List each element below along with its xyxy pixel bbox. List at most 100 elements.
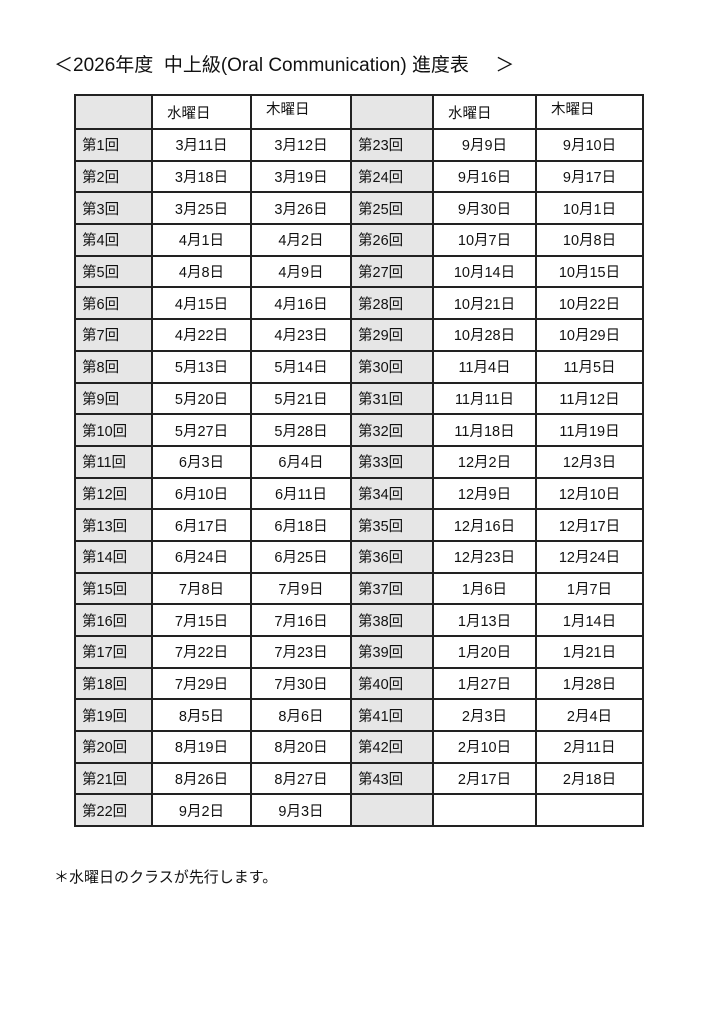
table-row: 第16回 7月15日 7月16日 第38回 1月13日 1月14日 [74,603,644,637]
wednesday-date: 1月13日 [432,603,537,637]
session-label: 第10回 [74,413,153,447]
wednesday-date: 4月1日 [151,223,252,257]
thursday-date: 3月12日 [250,128,352,162]
session-label: 第32回 [350,413,434,447]
thursday-date: 11月5日 [535,349,644,384]
session-label: 第4回 [74,223,153,257]
wednesday-date: 1月20日 [432,635,537,669]
table-row: 第12回 6月10日 6月11日 第34回 12月9日 12月10日 [74,476,644,511]
wednesday-date: 12月2日 [432,444,537,479]
table-row: 第19回 8月5日 8月6日 第41回 2月3日 2月4日 [74,698,644,733]
thursday-date: 3月26日 [250,191,352,226]
wednesday-date: 4月22日 [151,318,252,352]
wednesday-date: 7月8日 [151,571,252,606]
thursday-date: 5月28日 [250,413,352,447]
session-label: 第8回 [74,349,153,384]
wednesday-date: 6月10日 [151,476,252,511]
thursday-date: 10月15日 [535,254,644,289]
wednesday-date: 7月15日 [151,603,252,637]
session-label: 第35回 [350,508,434,542]
thursday-date: 12月10日 [535,476,644,511]
thursday-date: 1月21日 [535,635,644,669]
session-label: 第26回 [350,223,434,257]
wednesday-date: 1月6日 [432,571,537,606]
wednesday-date: 12月9日 [432,476,537,511]
thursday-date: 7月23日 [250,635,352,669]
thursday-date: 10月8日 [535,223,644,257]
wednesday-date: 8月5日 [151,698,252,733]
table-row: 第21回 8月26日 8月27日 第43回 2月17日 2月18日 [74,761,644,796]
thursday-date: 8月6日 [250,698,352,733]
table-row: 第2回 3月18日 3月19日 第24回 9月16日 9月17日 [74,159,644,194]
thursday-date: 12月3日 [535,444,644,479]
thursday-date: 9月3日 [250,793,352,828]
wednesday-date: 3月25日 [151,191,252,226]
session-label: 第19回 [74,698,153,733]
thursday-date [535,793,644,828]
thursday-date: 11月19日 [535,413,644,447]
session-label: 第20回 [74,730,153,764]
wednesday-date: 5月27日 [151,413,252,447]
session-label: 第13回 [74,508,153,542]
session-label: 第31回 [350,381,434,416]
session-label: 第43回 [350,761,434,796]
wednesday-date: 6月24日 [151,539,252,574]
table-row: 第15回 7月8日 7月9日 第37回 1月6日 1月7日 [74,571,644,606]
session-label: 第14回 [74,539,153,574]
wednesday-date: 3月18日 [151,159,252,194]
header-wednesday: 水曜日 [432,94,537,130]
table-row: 第14回 6月24日 6月25日 第36回 12月23日 12月24日 [74,539,644,574]
thursday-date: 2月18日 [535,761,644,796]
wednesday-date: 11月18日 [432,413,537,447]
thursday-date: 8月20日 [250,730,352,764]
session-label: 第11回 [74,444,153,479]
session-label: 第12回 [74,476,153,511]
table-row: 第9回 5月20日 5月21日 第31回 11月11日 11月12日 [74,381,644,416]
thursday-date: 6月11日 [250,476,352,511]
thursday-date: 5月14日 [250,349,352,384]
thursday-date: 12月24日 [535,539,644,574]
thursday-date: 6月4日 [250,444,352,479]
thursday-date: 7月9日 [250,571,352,606]
wednesday-date: 10月21日 [432,286,537,321]
table-row: 第10回 5月27日 5月28日 第32回 11月18日 11月19日 [74,413,644,447]
session-label: 第34回 [350,476,434,511]
table-row: 第1回 3月11日 3月12日 第23回 9月9日 9月10日 [74,128,644,162]
thursday-date: 8月27日 [250,761,352,796]
session-label: 第29回 [350,318,434,352]
session-label: 第7回 [74,318,153,352]
thursday-date: 3月19日 [250,159,352,194]
wednesday-date: 7月29日 [151,666,252,701]
table-row: 第22回 9月2日 9月3日 [74,793,644,828]
wednesday-date: 4月15日 [151,286,252,321]
table-row: 第18回 7月29日 7月30日 第40回 1月27日 1月28日 [74,666,644,701]
thursday-date: 12月17日 [535,508,644,542]
session-label: 第9回 [74,381,153,416]
session-label: 第39回 [350,635,434,669]
table-header-row: 水曜日 木曜日 水曜日 木曜日 [74,94,644,130]
wednesday-date: 10月14日 [432,254,537,289]
wednesday-date: 9月9日 [432,128,537,162]
session-label [350,793,434,828]
wednesday-date: 10月7日 [432,223,537,257]
session-label: 第38回 [350,603,434,637]
session-label: 第41回 [350,698,434,733]
wednesday-date: 10月28日 [432,318,537,352]
session-label: 第15回 [74,571,153,606]
session-label: 第3回 [74,191,153,226]
table-row: 第7回 4月22日 4月23日 第29回 10月28日 10月29日 [74,318,644,352]
header-blank-cell [350,94,434,130]
wednesday-date: 12月16日 [432,508,537,542]
session-label: 第36回 [350,539,434,574]
header-wednesday: 水曜日 [151,94,252,130]
thursday-date: 1月14日 [535,603,644,637]
thursday-date: 9月17日 [535,159,644,194]
wednesday-date: 9月16日 [432,159,537,194]
wednesday-date: 5月20日 [151,381,252,416]
wednesday-date: 5月13日 [151,349,252,384]
session-label: 第33回 [350,444,434,479]
thursday-date: 7月30日 [250,666,352,701]
thursday-date: 1月28日 [535,666,644,701]
header-thursday: 木曜日 [535,94,644,130]
session-label: 第6回 [74,286,153,321]
